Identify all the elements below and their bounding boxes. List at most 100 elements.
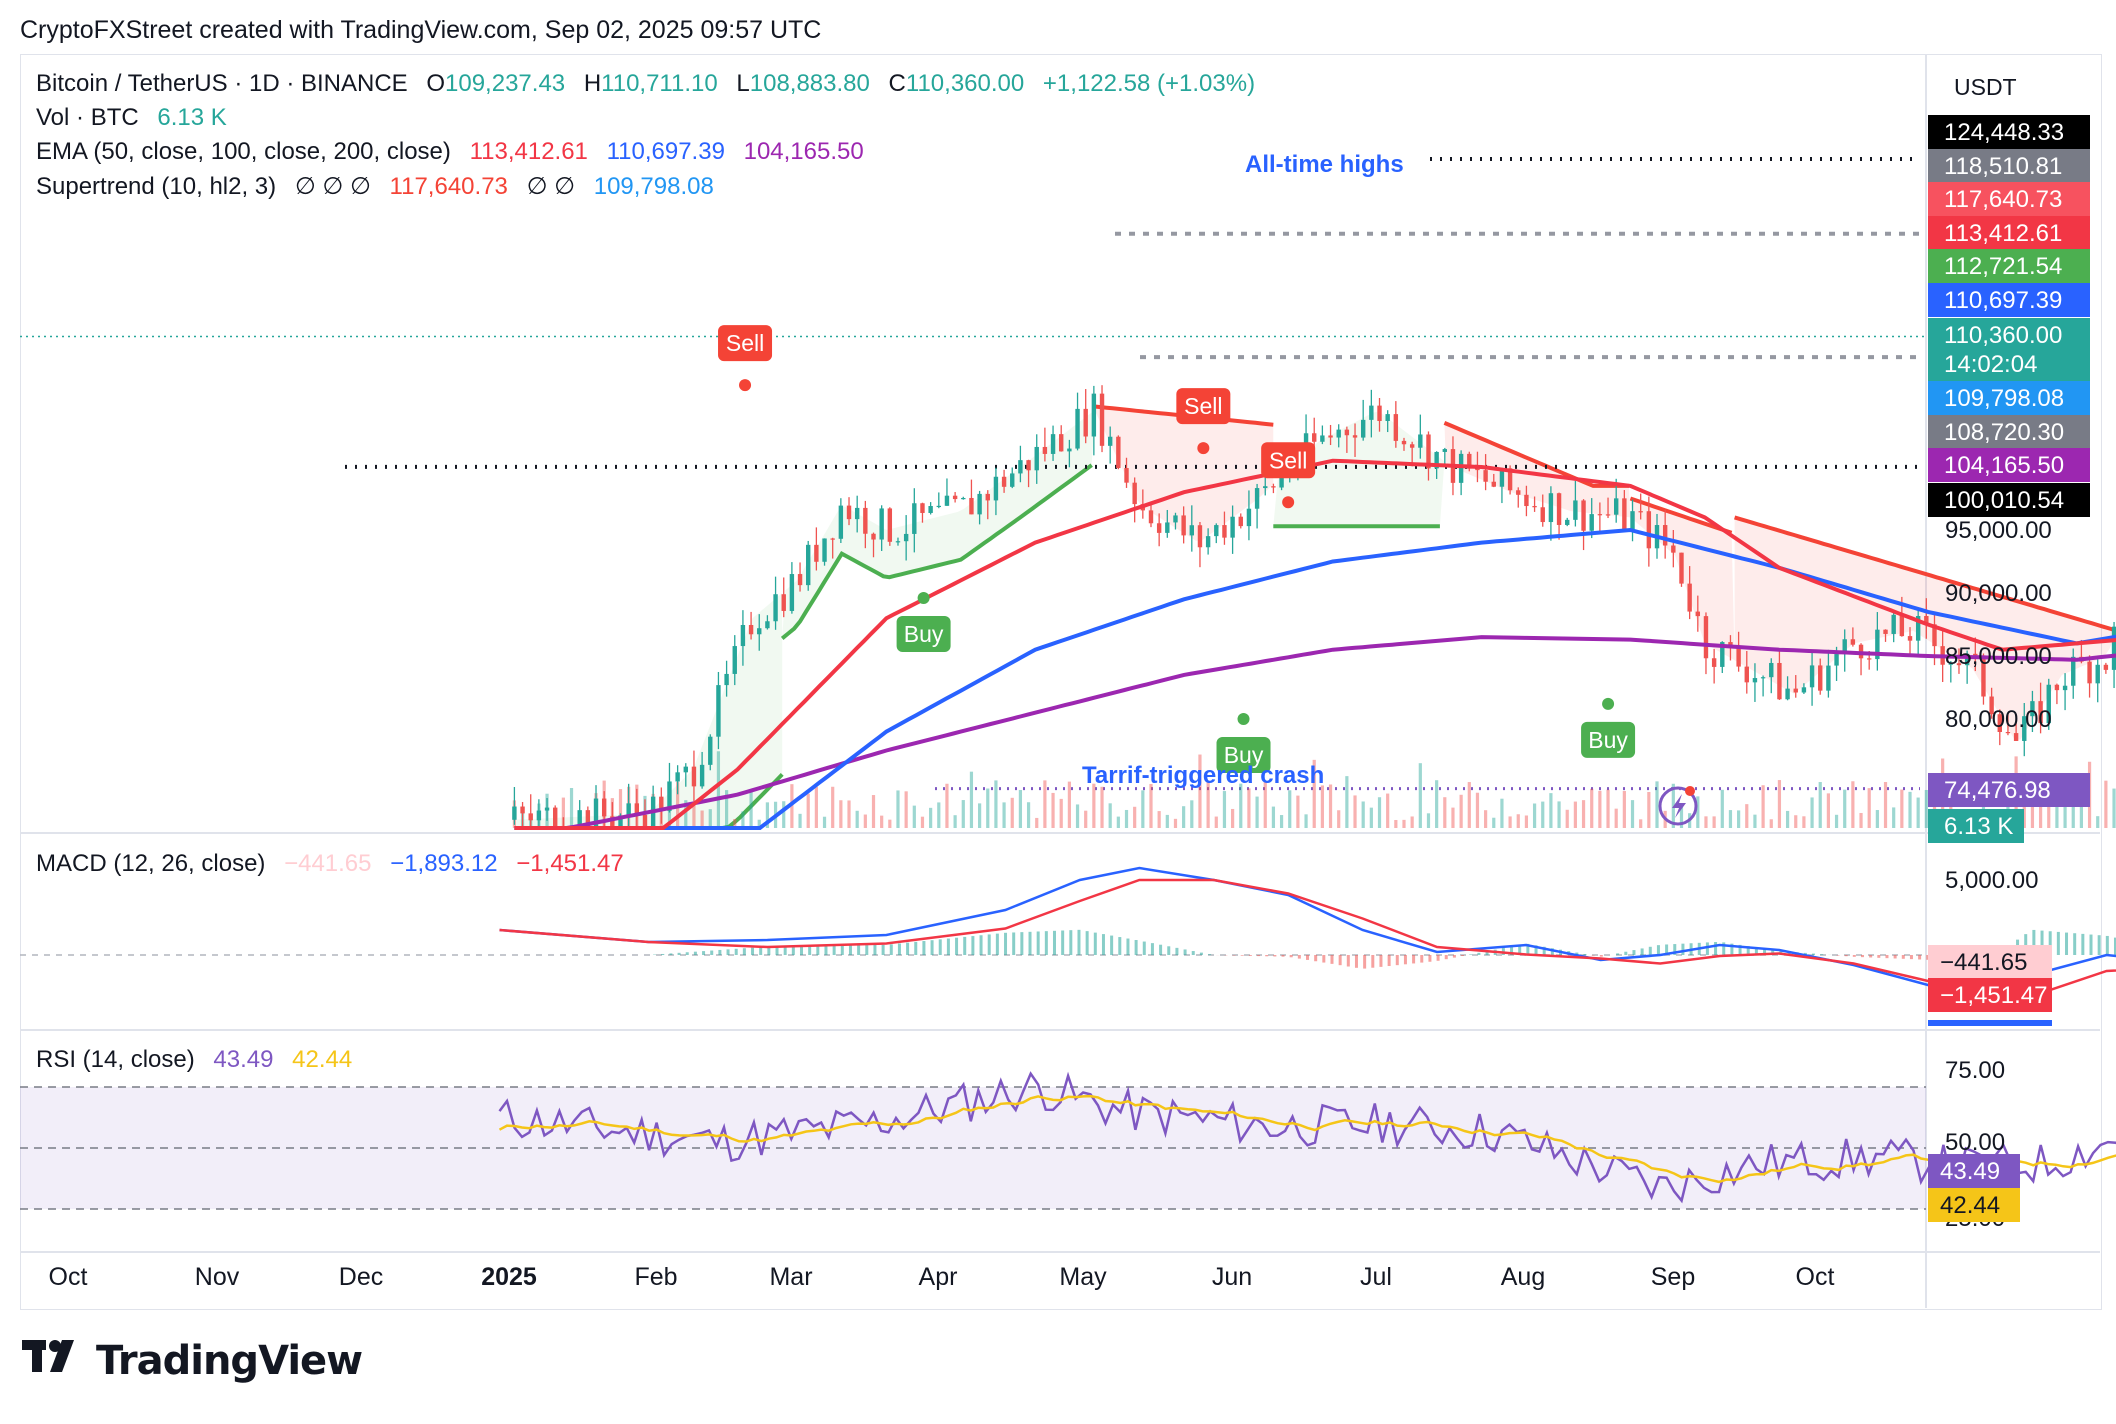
macd-hist-bar	[1526, 943, 1530, 955]
volume-bar	[1492, 817, 1496, 828]
macd-hist-bar	[2105, 935, 2109, 955]
supertrend-fill-0	[514, 593, 783, 828]
candle-body	[1981, 655, 1986, 697]
macd-hist-bar	[1836, 955, 1840, 956]
candle-body	[1875, 629, 1880, 660]
supertrend-line-1	[780, 463, 1093, 640]
volume-bar	[847, 800, 851, 828]
macd-hist-bar	[824, 945, 828, 955]
macd-hist-bar	[1093, 932, 1097, 955]
macd-hist-bar	[1844, 955, 1848, 957]
macd-hist-bar	[2032, 929, 2036, 955]
macd-hist-bar	[1126, 938, 1130, 955]
macd-hist-bar	[1183, 949, 1187, 955]
candle-body	[626, 803, 631, 816]
volume-bar	[1859, 812, 1863, 828]
candle-body	[1271, 486, 1276, 488]
candle-body	[716, 685, 721, 737]
volume-bar	[2022, 799, 2026, 828]
macd-hist-bar	[1542, 946, 1546, 955]
volume-bar	[1369, 807, 1373, 828]
candle-body	[797, 574, 803, 586]
chart-frame	[20, 54, 2102, 1310]
macd-hist-bar	[1330, 955, 1334, 964]
volume-bar	[1239, 783, 1243, 828]
candle-body	[1948, 663, 1954, 665]
macd-hist-bar	[808, 945, 812, 955]
candle-body	[1516, 490, 1521, 495]
volume-bar	[782, 801, 786, 828]
macd-hist-bar	[1297, 955, 1301, 959]
volume-label[interactable]: Vol · BTC	[36, 104, 139, 131]
volume-bar	[1851, 781, 1855, 828]
ema-label[interactable]: EMA (50, close, 100, close, 200, close)	[36, 138, 451, 165]
candle-body	[1034, 446, 1039, 471]
currency-selector[interactable]: USDT	[1954, 74, 2017, 100]
volume-bar	[1777, 780, 1782, 828]
macd-hist-bar	[661, 953, 665, 955]
candle-body	[610, 816, 615, 828]
volume-bar	[1075, 804, 1080, 828]
signal-label: Sell	[1184, 393, 1222, 419]
time-axis-label: Apr	[919, 1263, 958, 1291]
candle-body	[1173, 515, 1178, 523]
candle-body	[1238, 516, 1243, 527]
macd-hist-bar	[881, 944, 885, 955]
candle-body	[2030, 701, 2035, 717]
candle-body	[1434, 451, 1439, 469]
candle-body	[1622, 498, 1627, 530]
macd-hist-bar	[1640, 948, 1644, 955]
volume-bar	[1728, 810, 1733, 828]
volume-bar	[1026, 802, 1031, 828]
macd-signal-value: −1,451.47	[516, 850, 624, 877]
signal-dot	[917, 592, 930, 605]
legend-volume: Vol · BTC 6.13 K	[36, 104, 239, 132]
rsi-label[interactable]: RSI (14, close)	[36, 1046, 195, 1073]
volume-bar	[1737, 810, 1741, 828]
macd-hist-bar	[955, 937, 959, 955]
volume-bar	[1222, 791, 1227, 828]
rsi-ma-value: 42.44	[292, 1046, 353, 1073]
legend-ema: EMA (50, close, 100, close, 200, close) …	[36, 138, 876, 166]
candle-body	[1932, 624, 1937, 647]
candle-body	[1867, 658, 1872, 660]
volume-bar	[1067, 781, 1071, 828]
signal-badge	[1216, 737, 1271, 773]
volume-bar	[1459, 794, 1463, 828]
volume-bar	[896, 790, 900, 828]
signal-label: Sell	[1269, 447, 1307, 473]
macd-hist-bar	[751, 947, 755, 955]
macd-hist-bar	[1142, 941, 1146, 955]
candle-body	[944, 495, 950, 506]
volume-bar	[1655, 781, 1659, 828]
candle-body	[1793, 688, 1798, 693]
candle-body	[1026, 460, 1031, 471]
macd-hist-bar	[1101, 934, 1105, 955]
candle-body	[846, 505, 852, 520]
macd-hist-bar	[1257, 955, 1261, 957]
candle-body	[887, 508, 893, 542]
candle-body	[1165, 522, 1170, 533]
candle-body	[1050, 434, 1056, 454]
candle-body	[1475, 468, 1480, 471]
candle-body	[520, 806, 525, 814]
candle-body	[1581, 500, 1586, 531]
legend-symbol[interactable]: Bitcoin / TetherUS · 1D · BINANCE	[36, 70, 408, 97]
macd-hist-bar	[1118, 937, 1122, 955]
tradingview-logo[interactable]: TradingView	[22, 1338, 363, 1384]
supertrend-label[interactable]: Supertrend (10, hl2, 3)	[36, 173, 277, 200]
volume-bar	[1614, 808, 1618, 828]
svg-text:113,412.61: 113,412.61	[1944, 220, 2062, 247]
svg-text:104,165.50: 104,165.50	[1944, 452, 2064, 479]
volume-bar	[667, 803, 672, 828]
candle-body	[2071, 656, 2076, 686]
candle-body	[1189, 525, 1195, 536]
candle-body	[1720, 642, 1725, 667]
macd-label[interactable]: MACD (12, 26, close)	[36, 850, 266, 877]
volume-bar	[1557, 801, 1561, 828]
candle-body	[1491, 481, 1496, 487]
candle-body	[1883, 629, 1888, 634]
macd-hist-bar	[1150, 943, 1154, 955]
candle-body	[1409, 444, 1415, 448]
